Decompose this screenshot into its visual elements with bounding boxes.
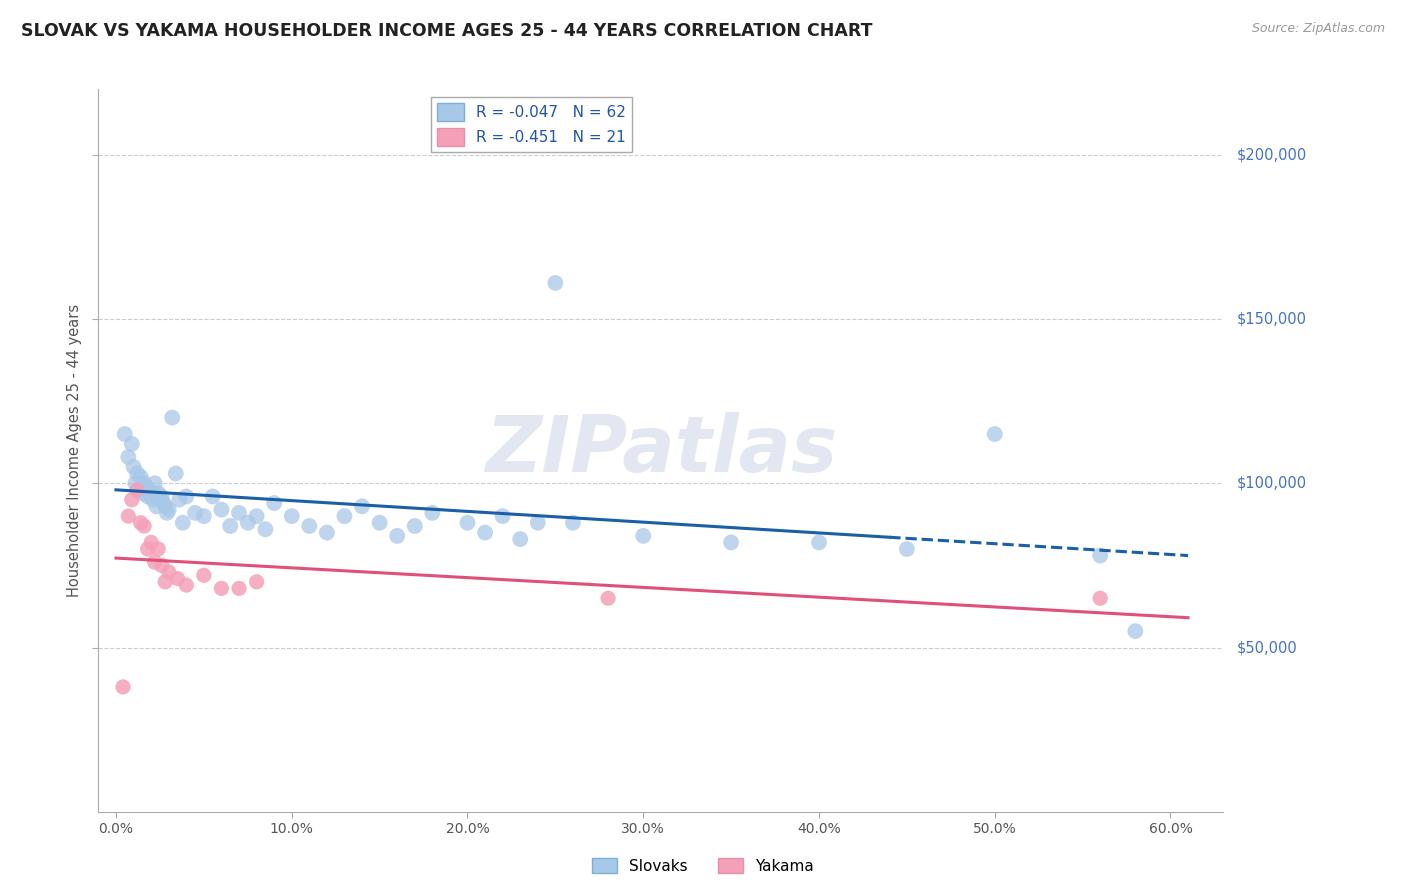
Point [128, 483, 150, 497]
Point [333, 509, 356, 524]
Point [368, 516, 391, 530]
Point [132, 476, 156, 491]
Point [152, 496, 174, 510]
Point [201, 490, 224, 504]
Point [246, 509, 269, 524]
Point [155, 574, 177, 589]
Point [385, 529, 409, 543]
Text: Source: ZipAtlas.com: Source: ZipAtlas.com [1251, 22, 1385, 36]
Point [236, 516, 259, 530]
Point [145, 500, 167, 514]
Point [150, 490, 173, 504]
Point [122, 459, 145, 474]
Point [169, 492, 191, 507]
Point [124, 476, 146, 491]
Point [316, 525, 339, 540]
Point [142, 492, 165, 507]
Point [157, 502, 180, 516]
Point [148, 541, 170, 556]
Point [474, 525, 496, 540]
Point [808, 535, 831, 549]
Point [457, 516, 479, 530]
Point [720, 535, 742, 549]
Point [162, 410, 183, 425]
Point [598, 591, 620, 606]
Y-axis label: Householder Income Ages 25 - 44 years: Householder Income Ages 25 - 44 years [66, 304, 82, 597]
Point [404, 519, 426, 533]
Point [166, 572, 188, 586]
Point [1090, 549, 1112, 563]
Text: $100,000: $100,000 [1237, 475, 1308, 491]
Text: $200,000: $200,000 [1237, 147, 1308, 162]
Point [155, 500, 177, 514]
Point [263, 496, 285, 510]
Point [174, 578, 197, 592]
Point [131, 486, 153, 500]
Point [156, 506, 179, 520]
Point [422, 506, 444, 520]
Point [184, 506, 207, 520]
Point [136, 490, 159, 504]
Point [193, 568, 215, 582]
Point [136, 541, 159, 556]
Point [228, 582, 250, 596]
Point [896, 541, 918, 556]
Point [509, 532, 531, 546]
Point [132, 519, 156, 533]
Point [121, 437, 143, 451]
Point [127, 483, 149, 497]
Point [150, 558, 173, 573]
Point [148, 486, 170, 500]
Point [141, 535, 163, 549]
Point [138, 483, 160, 497]
Point [114, 427, 136, 442]
Point [112, 680, 135, 694]
Text: $50,000: $50,000 [1237, 640, 1298, 655]
Legend: R = -0.047   N = 62, R = -0.451   N = 21: R = -0.047 N = 62, R = -0.451 N = 21 [430, 97, 633, 152]
Point [143, 476, 166, 491]
Point [254, 522, 277, 536]
Point [633, 529, 655, 543]
Point [174, 490, 197, 504]
Point [562, 516, 585, 530]
Point [1125, 624, 1147, 639]
Point [246, 574, 269, 589]
Point [352, 500, 374, 514]
Text: ZIPatlas: ZIPatlas [485, 412, 837, 489]
Point [172, 516, 194, 530]
Point [492, 509, 515, 524]
Point [298, 519, 321, 533]
Point [121, 492, 143, 507]
Point [129, 516, 152, 530]
Point [127, 467, 149, 481]
Point [527, 516, 550, 530]
Point [211, 582, 233, 596]
Point [165, 467, 187, 481]
Point [219, 519, 242, 533]
Point [129, 469, 152, 483]
Point [211, 502, 233, 516]
Text: SLOVAK VS YAKAMA HOUSEHOLDER INCOME AGES 25 - 44 YEARS CORRELATION CHART: SLOVAK VS YAKAMA HOUSEHOLDER INCOME AGES… [21, 22, 873, 40]
Point [143, 555, 166, 569]
Point [149, 492, 172, 507]
Point [228, 506, 250, 520]
Point [193, 509, 215, 524]
Point [281, 509, 304, 524]
Text: $150,000: $150,000 [1237, 311, 1308, 326]
Legend: Slovaks, Yakama: Slovaks, Yakama [586, 852, 820, 880]
Point [157, 565, 180, 579]
Point [117, 509, 139, 524]
Point [117, 450, 139, 464]
Point [984, 427, 1007, 442]
Point [141, 486, 163, 500]
Point [544, 276, 567, 290]
Point [135, 480, 157, 494]
Point [1090, 591, 1112, 606]
